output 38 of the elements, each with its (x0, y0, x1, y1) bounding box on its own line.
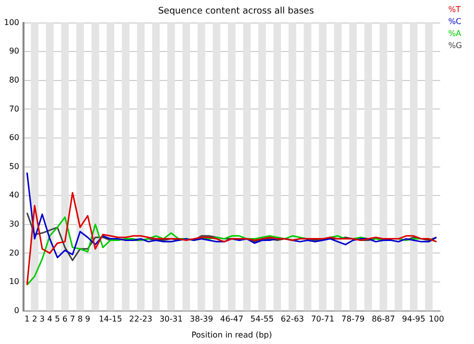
x-tick-label: 62-63 (280, 314, 304, 324)
x-tick-label: 94-95 (402, 314, 426, 324)
x-tick-label: 7 (70, 314, 76, 324)
x-tick-label: 22-23 (129, 314, 152, 324)
x-tick-label: 14-15 (98, 314, 122, 324)
x-tick-label: 8 (78, 314, 83, 324)
x-tick-label: 2 (32, 314, 38, 324)
y-tick-label: 0 (14, 306, 20, 315)
x-tick-label: 100 (428, 314, 444, 324)
y-tick-label: 70 (9, 104, 20, 114)
x-tick-label: 5 (54, 314, 60, 324)
chart-title: Sequence content across all bases (158, 6, 314, 17)
x-tick-label: 3 (40, 314, 45, 324)
x-tick-label: 38-39 (190, 314, 214, 324)
y-tick-label: 10 (9, 277, 20, 286)
text: %C (448, 17, 462, 26)
x-tick-label: 4 (47, 314, 52, 324)
y-tick-label: 100 (4, 18, 20, 27)
text: %G (448, 41, 462, 50)
x-tick-label: 78-79 (341, 314, 365, 324)
x-tick-label: 46-47 (220, 314, 244, 324)
text: %T (448, 5, 461, 14)
y-tick-label: 30 (9, 219, 20, 228)
y-tick-label: 80 (9, 75, 20, 84)
y-tick-label: 60 (9, 133, 20, 142)
x-tick-label: 54-55 (250, 314, 274, 324)
y-tick-label: 20 (9, 248, 20, 258)
text: %A (448, 29, 462, 38)
x-tick-label: 1 (24, 314, 30, 324)
x-tick-label: 86-87 (372, 314, 395, 324)
x-tick-label: 30-31 (159, 314, 183, 324)
x-tick-label: 9 (85, 314, 90, 324)
x-tick-label: 6 (62, 314, 68, 324)
x-axis-title: Position in read (bp) (191, 330, 272, 340)
y-tick-label: 50 (9, 162, 20, 171)
y-tick-label: 90 (9, 46, 20, 56)
y-tick-label: 40 (9, 190, 20, 200)
x-tick-label: 70-71 (311, 314, 334, 324)
